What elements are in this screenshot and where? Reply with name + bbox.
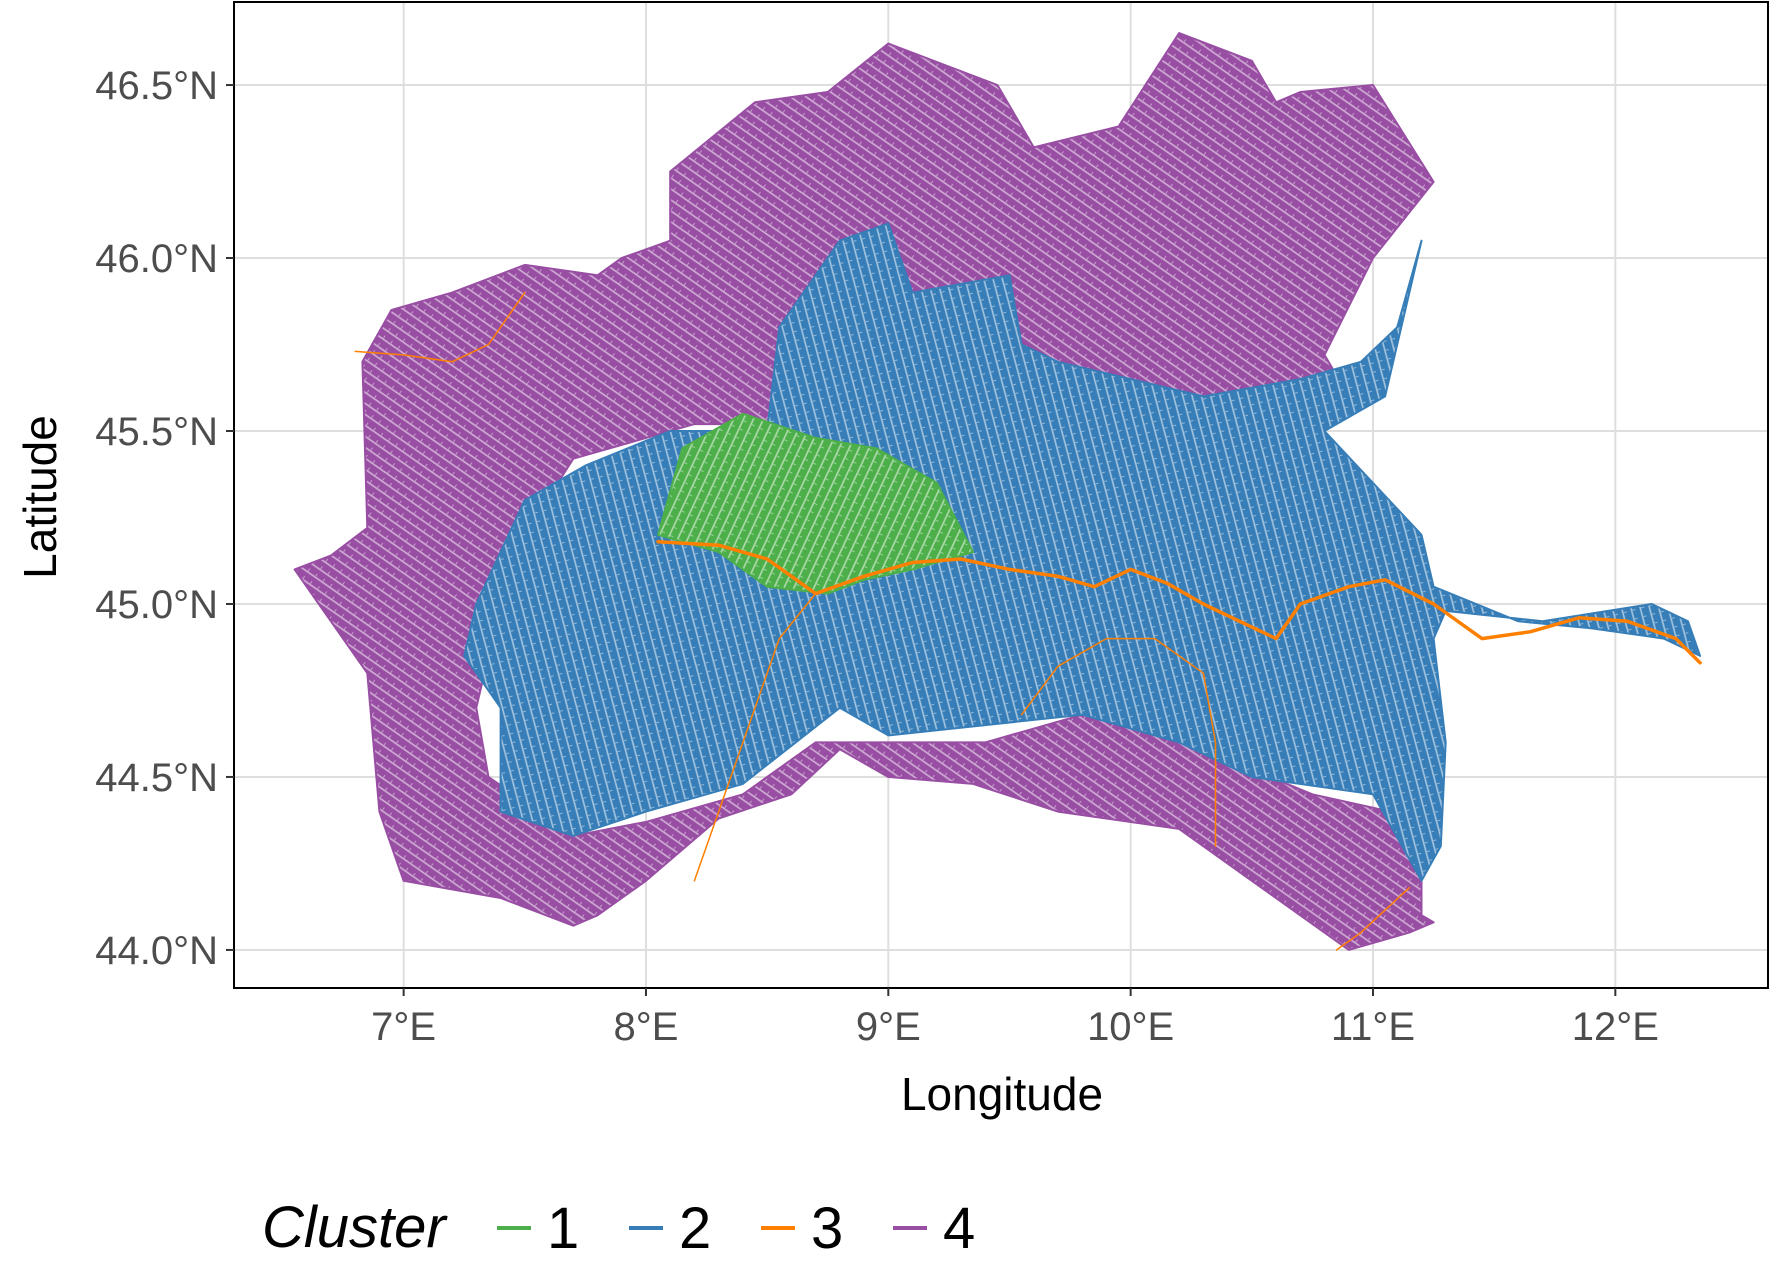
legend: Cluster 1 2 3 4 bbox=[262, 1195, 975, 1261]
x-tick-label: 7°E bbox=[371, 1005, 436, 1049]
y-tick-label: 46.5°N bbox=[95, 64, 218, 108]
cluster-3-river bbox=[354, 291, 526, 363]
y-tick-label: 45.5°N bbox=[95, 410, 218, 454]
x-tick-label: 10°E bbox=[1087, 1005, 1174, 1049]
legend-title: Cluster bbox=[262, 1195, 448, 1260]
x-tick-label: 9°E bbox=[856, 1005, 921, 1049]
cluster-regions bbox=[293, 32, 1702, 951]
x-tick-label: 11°E bbox=[1331, 1005, 1415, 1049]
y-tick-label: 46.0°N bbox=[95, 237, 218, 281]
y-tick-label: 44.0°N bbox=[95, 929, 218, 973]
y-tick-label: 44.5°N bbox=[95, 756, 218, 800]
legend-label-4: 4 bbox=[943, 1196, 975, 1261]
main-rivers bbox=[354, 291, 1702, 951]
x-axis-title: Longitude bbox=[901, 1068, 1103, 1120]
legend-label-2: 2 bbox=[679, 1196, 711, 1261]
legend-entries: 1 2 3 4 bbox=[497, 1196, 975, 1261]
plot-panel-border bbox=[233, 1, 1769, 989]
y-axis-ticks: 44.0°N 44.5°N 45.0°N 45.5°N 46.0°N 46.5°N bbox=[95, 64, 234, 973]
cluster-2-region bbox=[463, 222, 1702, 882]
cluster-3-river bbox=[656, 539, 1702, 665]
y-tick-label: 45.0°N bbox=[95, 583, 218, 627]
y-axis-title: Latitude bbox=[14, 415, 66, 579]
x-tick-label: 8°E bbox=[614, 1005, 679, 1049]
x-tick-label: 12°E bbox=[1572, 1005, 1659, 1049]
legend-label-3: 3 bbox=[811, 1196, 843, 1261]
cluster-3-river bbox=[1020, 637, 1217, 847]
x-axis-ticks: 7°E 8°E 9°E 10°E 11°E 12°E bbox=[371, 988, 1659, 1049]
legend-label-1: 1 bbox=[547, 1196, 579, 1261]
cluster-3-river bbox=[693, 592, 817, 882]
cluster-3-river bbox=[1335, 886, 1411, 951]
